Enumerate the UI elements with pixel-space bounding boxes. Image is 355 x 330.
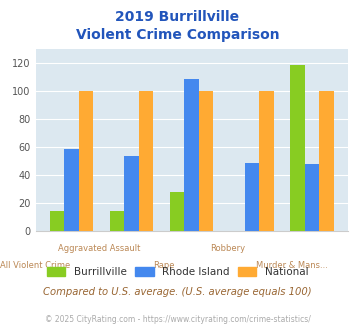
Text: © 2025 CityRating.com - https://www.cityrating.com/crime-statistics/: © 2025 CityRating.com - https://www.city… — [45, 314, 310, 324]
Bar — [199, 91, 213, 231]
Text: Murder & Mans...: Murder & Mans... — [256, 261, 328, 270]
Bar — [259, 91, 274, 231]
Bar — [139, 91, 153, 231]
Text: Robbery: Robbery — [210, 244, 245, 253]
Bar — [110, 212, 124, 231]
Text: Rape: Rape — [153, 261, 174, 270]
Bar — [170, 192, 185, 231]
Text: Compared to U.S. average. (U.S. average equals 100): Compared to U.S. average. (U.S. average … — [43, 287, 312, 297]
Bar — [305, 164, 319, 231]
Text: 2019 Burrillville
Violent Crime Comparison: 2019 Burrillville Violent Crime Comparis… — [76, 10, 279, 42]
Bar — [319, 91, 334, 231]
Bar — [290, 65, 305, 231]
Bar — [64, 148, 78, 231]
Bar — [124, 156, 139, 231]
Bar — [78, 91, 93, 231]
Bar — [50, 212, 64, 231]
Legend: Burrillville, Rhode Island, National: Burrillville, Rhode Island, National — [42, 263, 313, 281]
Text: All Violent Crime: All Violent Crime — [0, 261, 71, 270]
Bar — [245, 163, 259, 231]
Text: Aggravated Assault: Aggravated Assault — [58, 244, 141, 253]
Bar — [185, 79, 199, 231]
